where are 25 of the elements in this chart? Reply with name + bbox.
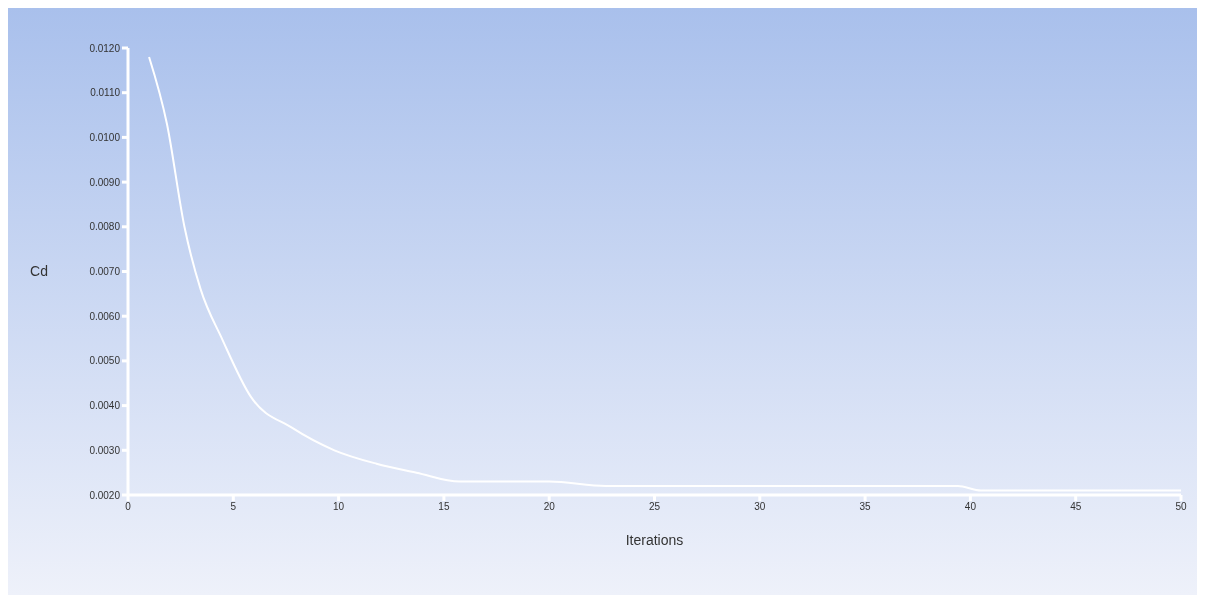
- y-tick-label: 0.0090: [89, 176, 121, 188]
- y-tick-label: 0.0060: [89, 310, 121, 322]
- y-tick-label: 0.0050: [89, 355, 121, 367]
- x-tick-label: 30: [754, 501, 766, 513]
- y-tick-label: 0.0040: [89, 400, 121, 412]
- x-tick-label: 40: [964, 501, 977, 513]
- y-tick-label: 0.0030: [89, 444, 121, 456]
- x-tick-label: 10: [333, 501, 345, 513]
- y-axis-title: Cd: [30, 263, 48, 280]
- y-tick-label: 0.0110: [90, 87, 121, 99]
- y-tick-label: 0.0020: [89, 489, 121, 501]
- x-tick-label: 5: [230, 501, 237, 513]
- y-tick-label: 0.0070: [89, 266, 121, 278]
- x-tick-label: 50: [1175, 501, 1187, 513]
- y-tick-label: 0.0080: [89, 221, 121, 233]
- x-axis-title: Iterations: [625, 532, 684, 548]
- y-tick-label: 0.0120: [89, 42, 121, 54]
- x-tick-label: 45: [1070, 501, 1082, 513]
- y-tick-label: 0.0100: [89, 131, 121, 143]
- x-tick-label: 20: [543, 501, 556, 513]
- x-tick-label: 35: [859, 501, 872, 513]
- line-series: [148, 55, 1181, 492]
- x-tick-label: 25: [648, 501, 661, 513]
- x-tick-label: 0: [125, 501, 132, 513]
- x-tick-label: 15: [438, 501, 450, 513]
